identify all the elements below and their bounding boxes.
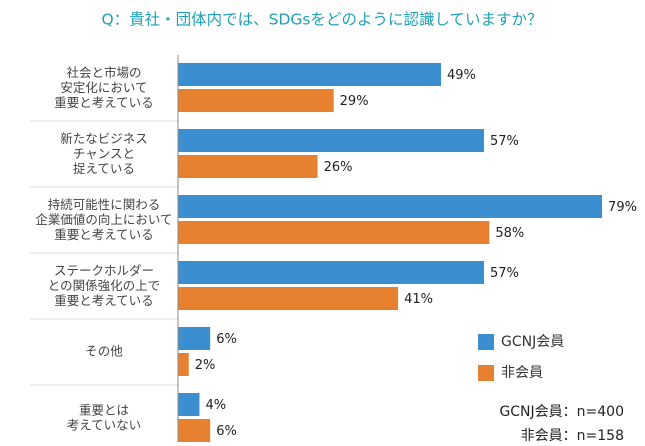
category-label: ステークホルダーとの関係強化の上で重要と考えている bbox=[48, 263, 160, 308]
legend-swatch bbox=[478, 334, 494, 350]
value-label: 4% bbox=[205, 398, 226, 413]
sample-note: 非会員：n=158 bbox=[521, 428, 624, 444]
bar bbox=[178, 129, 484, 152]
bar bbox=[178, 155, 318, 178]
value-label: 57% bbox=[490, 134, 519, 149]
category-label: 持続可能性に関わる企業価値の向上において重要と考えている bbox=[35, 197, 172, 242]
category-label: 重要とは考えていない bbox=[67, 402, 141, 432]
bar bbox=[178, 287, 399, 310]
category-label: その他 bbox=[85, 344, 123, 359]
chart-title: Q：貴社・団体内では、SDGsをどのように認識していますか？ bbox=[101, 11, 542, 29]
bar bbox=[178, 261, 484, 284]
bar bbox=[178, 393, 200, 416]
category-label: 社会と市場の安定化において重要と考えている bbox=[54, 65, 153, 110]
value-label: 57% bbox=[490, 266, 519, 281]
value-label: 2% bbox=[195, 358, 216, 373]
legend-label: 非会員 bbox=[501, 365, 543, 381]
legend-label: GCNJ会員 bbox=[501, 334, 564, 350]
bar bbox=[178, 419, 211, 442]
bar bbox=[178, 89, 334, 112]
value-label: 29% bbox=[340, 94, 369, 109]
value-label: 26% bbox=[324, 160, 353, 175]
value-label: 6% bbox=[216, 424, 237, 439]
category-label: 新たなビジネスチャンスと捉えている bbox=[60, 131, 148, 176]
value-label: 6% bbox=[216, 332, 237, 347]
bar bbox=[178, 327, 211, 350]
sample-note: GCNJ会員：n=400 bbox=[499, 404, 624, 420]
bar bbox=[178, 63, 442, 86]
value-label: 49% bbox=[447, 68, 476, 83]
value-label: 41% bbox=[404, 292, 433, 307]
bar bbox=[178, 221, 490, 244]
bar bbox=[178, 195, 603, 218]
value-label: 79% bbox=[608, 200, 637, 215]
bar bbox=[178, 353, 189, 376]
legend-swatch bbox=[478, 365, 494, 381]
value-label: 58% bbox=[495, 226, 524, 241]
